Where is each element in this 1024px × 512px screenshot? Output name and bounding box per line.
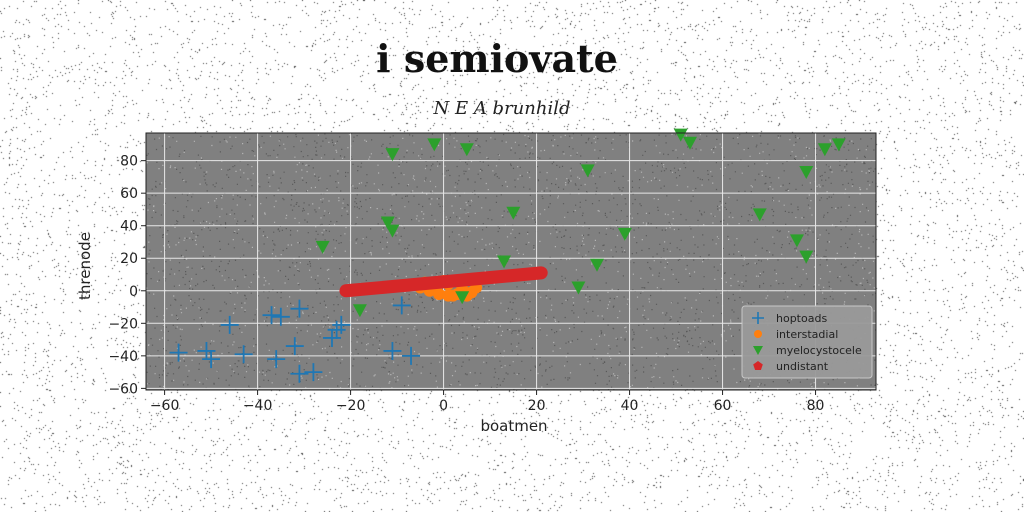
y-tick-label: 20 — [120, 251, 138, 267]
legend-marker — [754, 330, 762, 338]
chart-title: i semiovate — [376, 36, 618, 81]
x-tick-label: 0 — [439, 398, 448, 414]
x-tick-label: −20 — [336, 398, 366, 414]
legend-label: hoptoads — [776, 312, 827, 325]
x-tick-label: 40 — [621, 398, 639, 414]
chart-subtitle: N E A brunhild — [433, 98, 571, 119]
y-tick-label: −40 — [108, 349, 138, 365]
y-axis-label: threnode — [76, 232, 94, 300]
y-tick-label: −20 — [108, 316, 138, 332]
y-tick-label: 0 — [129, 284, 138, 300]
x-tick-label: 20 — [528, 398, 546, 414]
legend-label: myelocystocele — [776, 344, 862, 357]
data-point-interstadial — [442, 290, 454, 302]
legend-label: undistant — [776, 360, 829, 373]
y-tick-label: −60 — [108, 381, 138, 397]
y-tick-label: 60 — [120, 186, 138, 202]
x-tick-label: 80 — [807, 398, 825, 414]
y-tick-label: 80 — [120, 154, 138, 170]
x-tick-label: 60 — [714, 398, 732, 414]
x-tick-label: −60 — [150, 398, 180, 414]
x-axis-label: boatmen — [480, 417, 547, 435]
y-tick-label: 40 — [120, 219, 138, 235]
x-tick-label: −40 — [243, 398, 273, 414]
legend-label: interstadial — [776, 328, 838, 341]
legend: hoptoads interstadial myelocystocele undist… — [742, 306, 872, 378]
